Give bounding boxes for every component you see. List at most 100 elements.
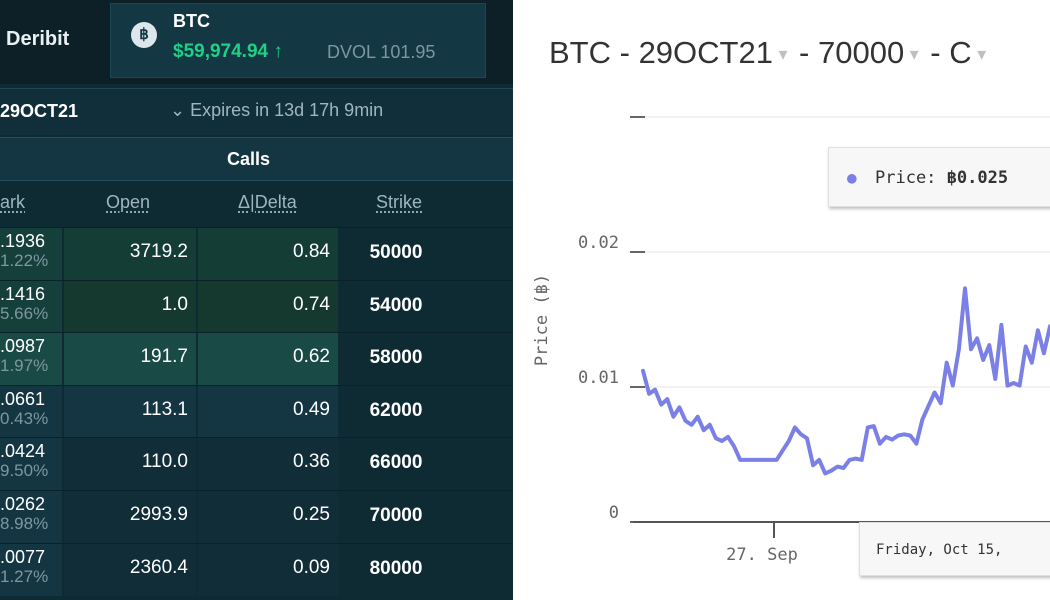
- delta-cell[interactable]: 0.09: [198, 543, 338, 596]
- expiry-header[interactable]: 29OCT21 ⌄ Expires in 13d 17h 9min: [0, 88, 513, 135]
- title-expiry-select[interactable]: 29OCT21: [638, 35, 773, 70]
- mark-change: 5.66%: [0, 303, 49, 323]
- strike-price[interactable]: 58000: [340, 333, 452, 386]
- instrument-symbol: BTC: [173, 11, 210, 31]
- series-dot-icon: ●: [847, 168, 857, 187]
- mark-cell[interactable]: .0262 8.98%: [0, 491, 62, 543]
- option-row[interactable]: .0262 8.98% 2993.9 0.25 70000: [0, 490, 513, 543]
- date-tooltip-text: Friday, Oct 15,: [876, 542, 1003, 558]
- option-row[interactable]: .0424 9.50% 110.0 0.36 66000: [0, 437, 513, 491]
- index-price: $59,974.94 ↑: [173, 41, 283, 62]
- mark-price: .0262: [0, 494, 46, 514]
- mark-change: 1.97%: [0, 356, 49, 376]
- open-interest: 113.1: [141, 398, 188, 420]
- delta-value: 0.09: [293, 556, 330, 578]
- mark-change: 8.98%: [0, 514, 49, 533]
- delta-cell[interactable]: 0.84: [198, 228, 338, 280]
- mark-change: 0.43%: [0, 408, 49, 428]
- strike-caret-icon[interactable]: ▼: [906, 46, 922, 64]
- top-bar: Deribit ฿ BTC $59,974.94 ↑ DVOL 101.95: [0, 0, 513, 84]
- option-row[interactable]: .0077 1.27% 2360.4 0.09 80000: [0, 542, 513, 596]
- expiry-date: 29OCT21: [0, 101, 79, 121]
- title-strike-select[interactable]: 70000: [817, 35, 905, 70]
- delta-value: 0.25: [293, 504, 330, 525]
- mark-price: .1416: [0, 283, 46, 304]
- mark-price: .0661: [0, 388, 46, 409]
- option-row[interactable]: .0661 0.43% 113.1 0.49 62000: [0, 384, 513, 438]
- delta-cell[interactable]: 0.25: [198, 491, 338, 543]
- y-tick-label: 0.02: [578, 233, 619, 253]
- instrument-selector[interactable]: ฿ BTC $59,974.94 ↑ DVOL 101.95: [110, 3, 486, 78]
- open-cell[interactable]: 1.0: [64, 280, 196, 333]
- open-cell[interactable]: 113.1: [64, 385, 196, 438]
- strike-price[interactable]: 54000: [340, 280, 452, 333]
- bitcoin-icon: ฿: [131, 22, 157, 48]
- strike-price[interactable]: 62000: [340, 385, 452, 438]
- mark-cell[interactable]: .0424 9.50%: [0, 438, 62, 491]
- column-open[interactable]: Open: [106, 192, 151, 212]
- open-cell[interactable]: 2993.9: [64, 491, 196, 543]
- open-interest: 110.0: [141, 451, 188, 473]
- mark-change: 1.27%: [0, 566, 49, 586]
- delta-cell[interactable]: 0.36: [198, 438, 338, 491]
- option-row[interactable]: .1416 5.66% 1.0 0.74 54000: [0, 279, 513, 333]
- expiry-caret-icon[interactable]: ▼: [775, 46, 791, 64]
- strike-price[interactable]: 50000: [340, 228, 452, 280]
- delta-value: 0.62: [293, 346, 330, 368]
- mark-price: .0077: [0, 546, 46, 567]
- column-delta[interactable]: Δ|Delta: [238, 192, 297, 212]
- mark-cell[interactable]: .1416 5.66%: [0, 280, 62, 333]
- dvol-value: DVOL 101.95: [327, 42, 436, 62]
- delta-cell[interactable]: 0.74: [198, 280, 338, 333]
- tooltip-value: ฿0.025: [946, 168, 1009, 188]
- mark-price: .0424: [0, 441, 46, 462]
- option-row[interactable]: .0987 1.97% 191.7 0.62 58000: [0, 332, 513, 386]
- type-caret-icon[interactable]: ▼: [974, 46, 990, 64]
- price-chart[interactable]: 0 0.01 0.02 27. Sep Price (฿): [513, 0, 1050, 600]
- brand-logo[interactable]: Deribit: [6, 28, 70, 50]
- price-series-line[interactable]: [641, 286, 1050, 476]
- y-axis-label: Price (฿): [532, 274, 552, 366]
- open-cell[interactable]: 110.0: [64, 438, 196, 491]
- option-row[interactable]: .1936 1.22% 3719.2 0.84 50000: [0, 227, 513, 280]
- y-tick-label: 0: [609, 503, 619, 523]
- column-strike[interactable]: Strike: [376, 192, 423, 212]
- date-tooltip: Friday, Oct 15,: [859, 522, 1050, 576]
- open-interest: 1.0: [161, 293, 188, 315]
- price-chart-panel: BTC - 29OCT21 ▼ - 70000 ▼ - C ▼ 0 0.01 0.0…: [513, 0, 1050, 600]
- y-tick-label: 0.01: [578, 368, 619, 388]
- open-cell[interactable]: 3719.2: [64, 228, 196, 280]
- calls-label: Calls: [227, 149, 271, 169]
- mark-cell[interactable]: .0661 0.43%: [0, 385, 62, 438]
- mark-cell[interactable]: .0987 1.97%: [0, 333, 62, 386]
- mark-cell[interactable]: .1936 1.22%: [0, 228, 62, 280]
- open-interest: 2360.4: [129, 556, 188, 578]
- title-type-select[interactable]: C: [949, 35, 972, 70]
- tooltip-label: Price:: [875, 168, 947, 188]
- strike-price[interactable]: 70000: [340, 491, 452, 543]
- open-interest: 2993.9: [129, 504, 188, 525]
- chart-title: BTC - 29OCT21 ▼ - 70000 ▼ - C ▼: [549, 35, 990, 70]
- title-asset: BTC: [549, 35, 611, 70]
- mark-price: .1936: [0, 231, 46, 251]
- open-cell[interactable]: 2360.4: [64, 543, 196, 596]
- open-interest: 191.7: [140, 346, 188, 368]
- open-cell[interactable]: 191.7: [64, 333, 196, 386]
- calls-header: Calls: [0, 137, 513, 181]
- expiry-countdown[interactable]: ⌄ Expires in 13d 17h 9min: [170, 100, 384, 120]
- delta-cell[interactable]: 0.62: [198, 333, 338, 386]
- mark-change: 1.22%: [0, 251, 49, 270]
- delta-value: 0.74: [293, 293, 330, 315]
- mark-price: .0987: [0, 336, 46, 357]
- options-chain-panel: Deribit ฿ BTC $59,974.94 ↑ DVOL 101.95 2…: [0, 0, 513, 600]
- strike-price[interactable]: 80000: [340, 543, 452, 596]
- column-headers: ark Open Δ|Delta Strike: [0, 182, 513, 224]
- column-mark[interactable]: ark: [0, 192, 26, 212]
- delta-cell[interactable]: 0.49: [198, 385, 338, 438]
- delta-value: 0.49: [293, 398, 330, 420]
- delta-value: 0.36: [293, 451, 330, 473]
- mark-cell[interactable]: .0077 1.27%: [0, 543, 62, 596]
- delta-value: 0.84: [293, 241, 330, 262]
- strike-price[interactable]: 66000: [340, 438, 452, 491]
- price-tooltip: ● Price: ฿0.025: [828, 147, 1050, 207]
